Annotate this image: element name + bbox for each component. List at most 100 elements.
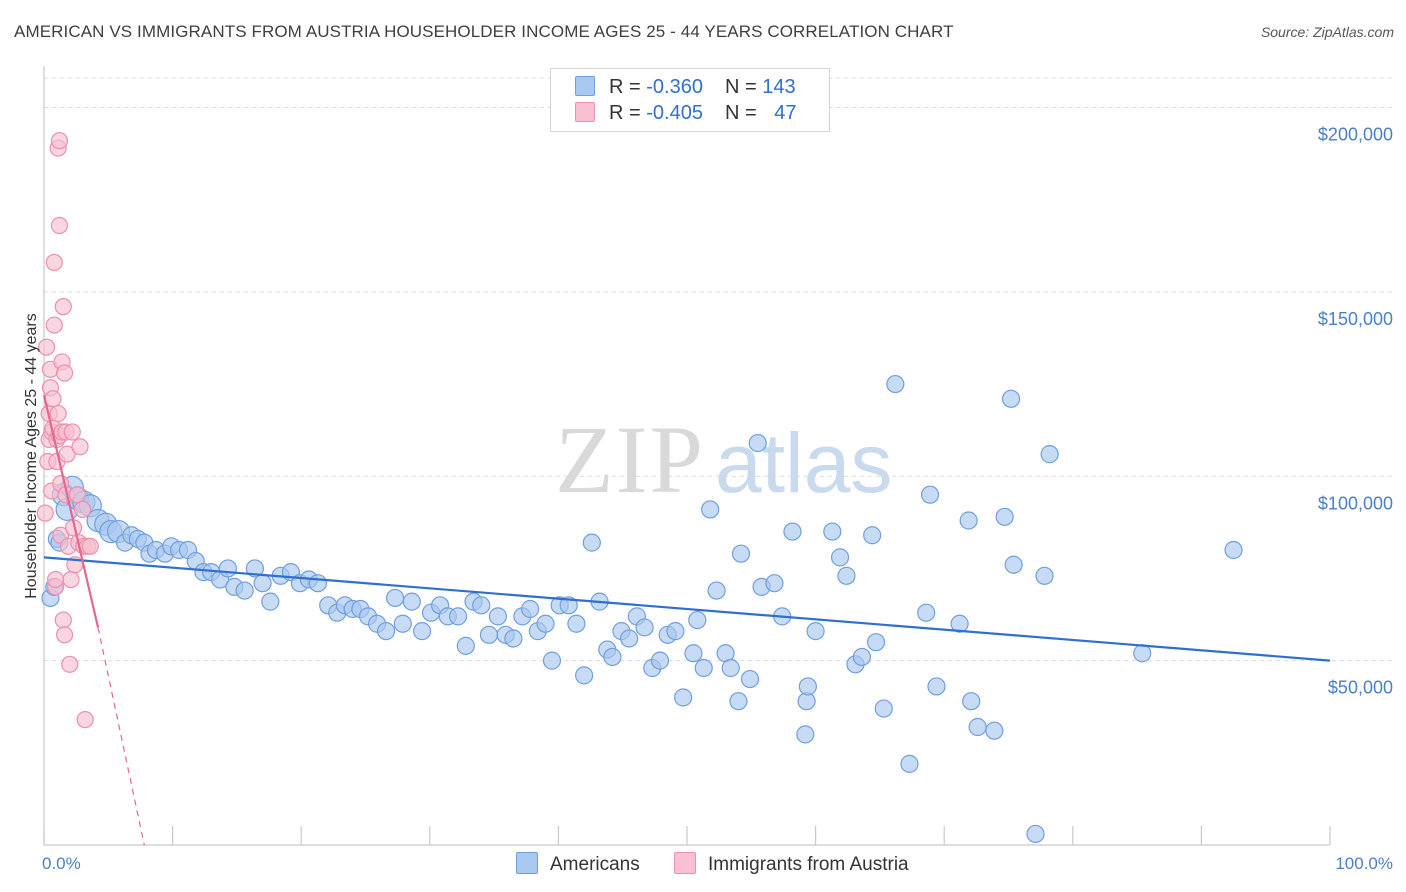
point-americans [402,592,421,611]
point-immigrants [45,316,63,334]
point-americans [674,688,693,707]
point-americans [823,522,842,541]
point-immigrants [81,537,99,555]
point-immigrants [54,298,72,316]
point-americans [650,651,670,670]
point-immigrants [55,364,74,382]
legend-r-value: -0.405 [646,102,703,124]
point-americans [729,692,748,711]
point-americans [917,603,936,622]
x-tick-label-min: 0.0% [42,854,81,873]
bottom-legend-label: Immigrants from Austria [708,854,909,875]
point-americans [504,629,523,648]
point-americans [456,636,475,655]
point-immigrants [54,611,72,629]
point-americans [837,566,856,585]
point-americans [830,548,850,567]
legend-r-label: R = [609,102,647,124]
point-americans [542,651,562,670]
y-tick-label: $50,000 [1328,678,1393,698]
point-americans [472,596,491,615]
point-americans [721,658,740,678]
point-americans [707,581,726,600]
point-americans [635,618,654,637]
bottom-legend-americans: Americans [516,852,640,876]
point-americans [567,614,586,633]
point-americans [479,625,499,644]
point-americans [866,633,886,652]
point-americans [748,433,767,453]
point-americans [1040,445,1059,464]
point-americans [995,507,1014,526]
bottom-legend-label: Americans [550,854,640,875]
point-immigrants [73,500,92,519]
point-immigrants [63,423,81,441]
point-americans [582,533,601,552]
legend-n-value: 47 [774,102,797,124]
point-immigrants [46,570,65,589]
point-americans [1224,540,1243,560]
axes [43,66,1331,846]
point-americans [488,607,508,626]
point-americans [218,559,237,578]
point-immigrants [55,626,74,644]
point-americans [783,522,802,541]
point-americans [666,622,685,641]
point-americans [1004,555,1023,574]
point-immigrants [58,445,76,463]
point-americans [900,754,919,773]
point-americans [927,677,946,696]
point-americans [1035,566,1054,585]
point-immigrants [44,390,62,408]
y-tick-label: $150,000 [1318,309,1393,329]
point-americans [920,485,940,504]
legend-n-label: N = [724,76,763,98]
point-immigrants [68,486,87,504]
point-immigrants [50,216,69,235]
point-americans [985,721,1004,740]
point-americans [393,614,412,633]
point-americans [806,622,825,641]
point-americans [376,622,396,641]
trendline-americans [43,556,1331,662]
point-americans [308,574,328,593]
point-immigrants [50,132,69,150]
point-americans [863,526,882,545]
y-axis-title: Householder Income Ages 25 - 44 years [23,313,40,599]
bottom-legend-swatch-immigrants [674,852,696,874]
axis-labels: $50,000 $100,000 $150,000 $200,000 0.0% 100.0… [23,125,1393,874]
point-americans [694,658,713,678]
point-immigrants [45,253,63,271]
legend-swatch-americans [575,76,595,96]
bottom-legend-swatch-americans [516,852,538,874]
correlation-legend: R = -0.360 N = 143 R = -0.405 N = 47 [550,68,830,132]
legend-n-label: N = [724,102,763,124]
point-americans [261,592,280,611]
point-americans [559,596,578,615]
legend-row-immigrants: R = -0.405 N = 47 [575,102,796,124]
point-americans [1001,389,1021,408]
trendline-immigrants [42,394,100,628]
point-americans [798,677,817,696]
point-americans [385,588,405,608]
point-immigrants [76,711,94,729]
point-americans [536,614,555,633]
point-americans [886,374,905,394]
point-americans [959,511,978,530]
point-americans [1133,644,1152,663]
source-label: Source: ZipAtlas.com [1260,24,1394,40]
series-immigrants-from-austria [36,132,99,729]
trendline-immigrants-extension [97,627,145,846]
point-americans [740,669,760,689]
chart-title: AMERICAN VS IMMIGRANTS FROM AUSTRIA HOUS… [14,22,954,41]
point-americans [765,574,784,593]
point-americans [521,599,540,619]
point-immigrants [49,404,67,423]
point-americans [620,629,639,648]
point-americans [701,500,720,519]
x-tick-label-max: 100.0% [1335,854,1393,873]
bottom-legend-immigrants: Immigrants from Austria [674,852,909,876]
point-americans [874,699,893,718]
legend-swatch-immigrants [575,102,595,122]
point-immigrants [36,504,54,522]
